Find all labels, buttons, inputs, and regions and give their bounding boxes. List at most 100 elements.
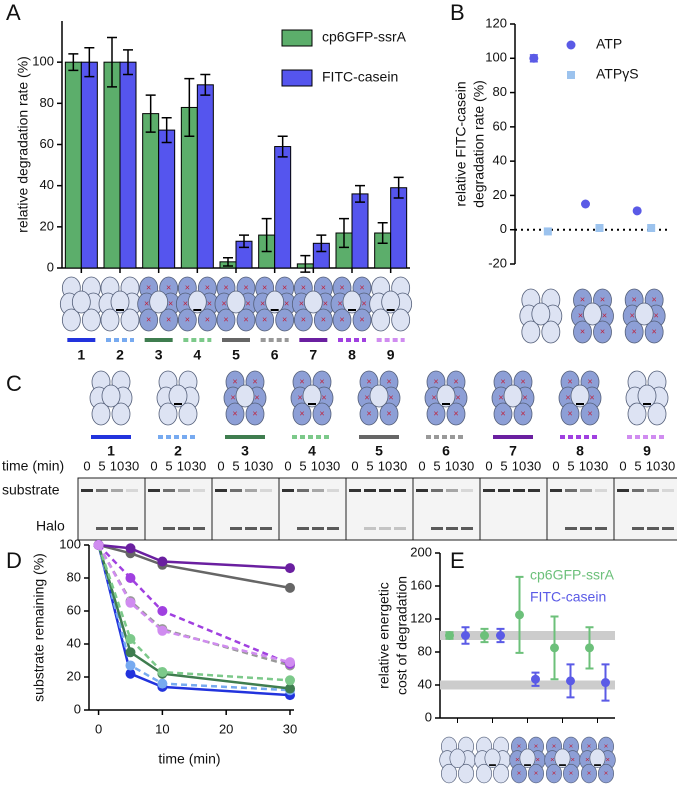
substrate-band: [148, 489, 160, 492]
panel-letter: A: [6, 0, 21, 25]
pictogram: [98, 276, 142, 332]
mark-x: ×: [243, 282, 248, 292]
legend-swatch: [281, 29, 313, 47]
time-label: 5: [98, 458, 105, 473]
halo-band: [394, 527, 406, 530]
mark-x: ×: [366, 376, 371, 386]
x-tick-label: 6: [271, 347, 279, 363]
halo-band: [647, 527, 659, 530]
mark-x: ×: [284, 298, 289, 308]
halo-band: [446, 527, 458, 530]
mark-x: ×: [299, 376, 304, 386]
point: [285, 582, 295, 593]
point: [529, 53, 539, 63]
pictogram: × × × × × ×: [579, 736, 616, 784]
lane-label: 4: [308, 443, 316, 459]
mark-x: ×: [602, 310, 607, 320]
substrate-band: [617, 489, 629, 492]
line: [98, 543, 291, 590]
subunit: [503, 384, 523, 408]
pictogram: [89, 370, 133, 426]
substrate-band: [483, 489, 495, 492]
mark-x: ×: [252, 408, 257, 418]
y-tick-label: 60: [40, 136, 54, 151]
time-label: 10: [579, 458, 593, 473]
time-label: 0: [150, 458, 157, 473]
subunit: [458, 763, 474, 784]
subunit: [624, 320, 644, 344]
mark-x: ×: [230, 392, 235, 402]
substrate-band: [580, 489, 592, 492]
point: [285, 563, 295, 574]
subunit: [371, 308, 391, 332]
bar: [274, 146, 292, 269]
y-tick-label: 40: [493, 153, 507, 168]
x-tick-label: 3: [155, 347, 163, 363]
y-tick-label: 100: [32, 54, 54, 69]
time-label: 30: [393, 458, 407, 473]
time-label: 0: [83, 458, 90, 473]
mark-x: ×: [262, 282, 267, 292]
y-axis-label: relative degradation rate (%): [15, 56, 31, 233]
mark-x: ×: [301, 314, 306, 324]
halo-band: [260, 527, 272, 530]
line: [98, 543, 291, 570]
y-tick-label: 0: [47, 259, 54, 274]
substrate-band: [111, 489, 123, 492]
mark-x: ×: [569, 769, 573, 778]
mark-x: ×: [605, 755, 609, 764]
point: [531, 674, 540, 684]
x-tick-label: 8: [348, 347, 356, 363]
substrate-band: [595, 489, 607, 492]
y-tick-label: 0: [425, 709, 432, 724]
x-tick-label: 0: [95, 721, 102, 736]
error-bar: [277, 135, 288, 158]
halo-band: [193, 527, 205, 530]
subunit: [91, 402, 111, 426]
mark-x: ×: [498, 392, 503, 402]
subunit: [647, 402, 667, 426]
mark-x: ×: [604, 741, 608, 750]
subunit: [644, 320, 664, 344]
subunit: [570, 384, 590, 408]
gel-lane: [412, 477, 481, 541]
point: [285, 657, 295, 668]
y-tick-label: 120: [485, 15, 507, 30]
error-bar: [84, 47, 95, 78]
point: [566, 676, 575, 686]
substrate-band: [282, 489, 294, 492]
subunit: [546, 763, 562, 784]
mark-x: ×: [565, 392, 570, 402]
subunit: [71, 290, 91, 314]
y-axis-label: relative FITC-casein: [453, 81, 469, 206]
mark-x: ×: [260, 298, 265, 308]
x-tick-label: 4: [193, 347, 201, 363]
mark-x: ×: [205, 314, 210, 324]
error-bar: [123, 49, 133, 76]
subunit: [226, 290, 246, 314]
mark-x: ×: [144, 298, 149, 308]
substrate-band: [327, 489, 339, 492]
point: [125, 573, 136, 583]
point: [125, 660, 136, 671]
time-label: 0: [351, 458, 358, 473]
gel-lane: [144, 477, 213, 541]
legend-label: FITC-casein: [322, 69, 398, 85]
mark-x: ×: [520, 408, 525, 418]
substrate-band: [178, 489, 190, 492]
mark-x: ×: [221, 298, 226, 308]
subunit: [302, 384, 322, 408]
line: [97, 544, 291, 690]
mark-x: ×: [550, 755, 554, 764]
mark-x: ×: [578, 310, 583, 320]
mark-x: ×: [282, 282, 287, 292]
subunit: [245, 402, 265, 426]
subunit: [197, 308, 217, 332]
substrate-band: [96, 489, 108, 492]
point: [647, 224, 656, 232]
subunit: [627, 402, 647, 426]
y-tick-label: 40: [40, 177, 54, 192]
substrate-band: [260, 489, 272, 492]
subunit: [255, 308, 275, 332]
time-label: 5: [299, 458, 306, 473]
